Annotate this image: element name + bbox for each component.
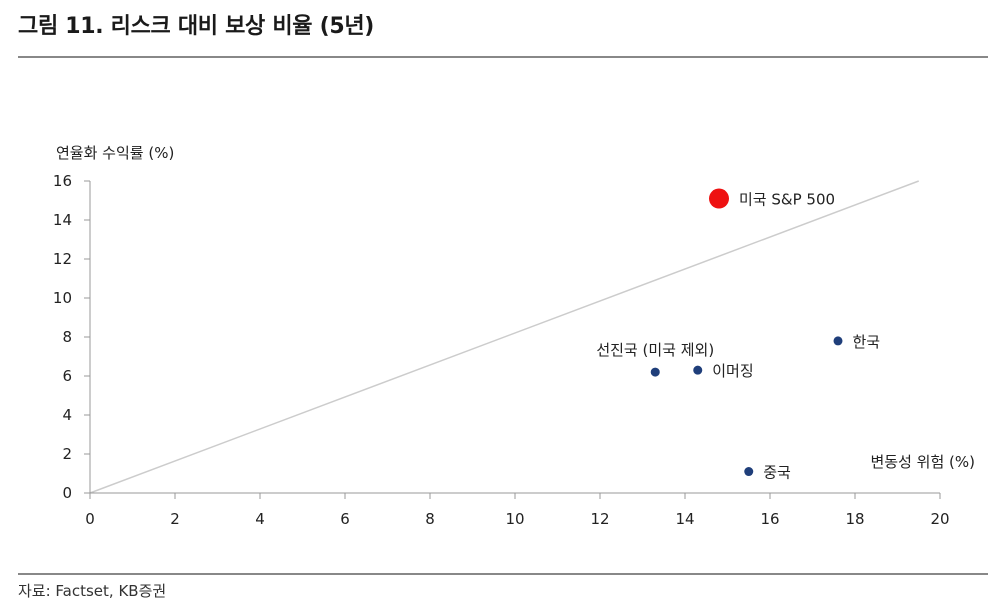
x-tick-label: 4 <box>255 510 265 528</box>
y-tick-label: 4 <box>62 406 72 424</box>
x-tick-label: 8 <box>425 510 435 528</box>
y-tick-label: 6 <box>62 367 72 385</box>
x-tick-label: 12 <box>590 510 609 528</box>
reference-line <box>89 180 920 494</box>
y-tick-label: 2 <box>62 445 72 463</box>
figure-title: 그림 11. 리스크 대비 보상 비율 (5년) <box>18 14 375 39</box>
scatter-point <box>650 367 660 377</box>
x-tick-label: 6 <box>340 510 350 528</box>
x-tick-label: 10 <box>505 510 524 528</box>
x-axis-title: 변동성 위험 (%) <box>871 453 976 471</box>
y-tick-label: 16 <box>53 172 72 190</box>
y-tick-label: 10 <box>53 289 72 307</box>
scatter-point <box>744 467 754 477</box>
y-axis-title: 연율화 수익률 (%) <box>56 144 174 162</box>
x-tick-label: 16 <box>760 510 779 528</box>
y-tick-label: 14 <box>53 211 72 229</box>
x-tick-label: 0 <box>85 510 95 528</box>
point-label: 한국 <box>853 333 881 351</box>
source-note: 자료: Factset, KB증권 <box>18 582 167 600</box>
x-tick-label: 2 <box>170 510 180 528</box>
x-tick-label: 20 <box>930 510 949 528</box>
title-divider <box>18 56 988 58</box>
point-label: 선진국 (미국 제외) <box>596 341 714 359</box>
y-tick-label: 12 <box>53 250 72 268</box>
point-label: 미국 S&P 500 <box>739 191 835 209</box>
source-divider <box>18 573 988 575</box>
y-tick-label: 8 <box>62 328 72 346</box>
x-tick-label: 18 <box>845 510 864 528</box>
x-tick-label: 14 <box>675 510 694 528</box>
scatter-point <box>693 365 703 375</box>
scatter-point <box>833 336 843 346</box>
point-label: 중국 <box>763 464 791 482</box>
y-tick-label: 0 <box>62 484 72 502</box>
point-label: 이머징 <box>712 362 753 380</box>
scatter-point <box>709 188 729 209</box>
